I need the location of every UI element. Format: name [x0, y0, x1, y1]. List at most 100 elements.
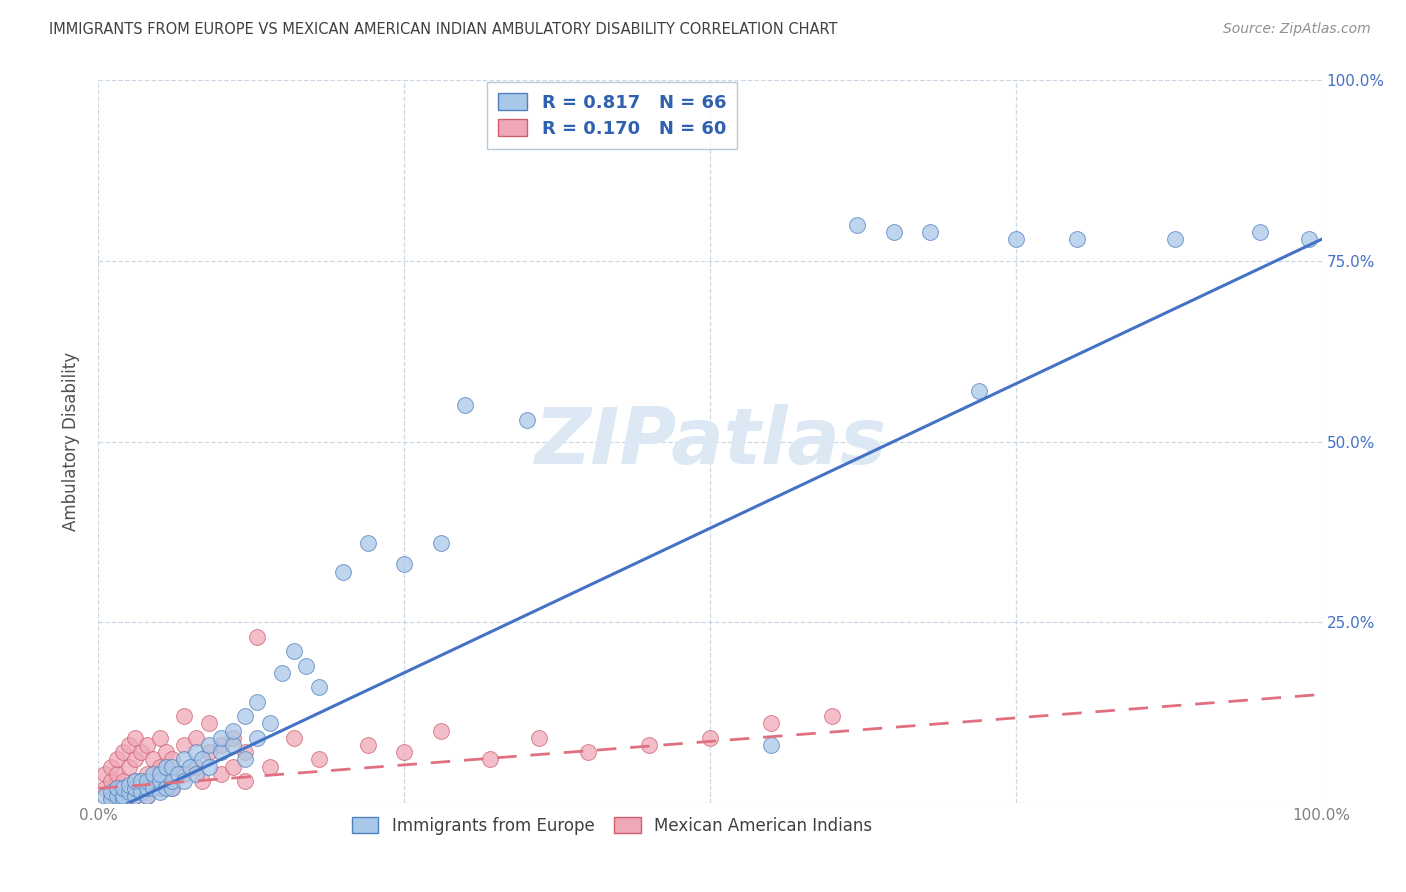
Text: ZIPatlas: ZIPatlas — [534, 403, 886, 480]
Point — [209, 738, 232, 752]
Point — [160, 760, 183, 774]
Point — [136, 789, 159, 803]
Point — [197, 745, 219, 759]
Point — [186, 767, 208, 781]
Point — [124, 731, 146, 745]
Point — [761, 716, 783, 731]
Text: IMMIGRANTS FROM EUROPE VS MEXICAN AMERICAN INDIAN AMBULATORY DISABILITY CORRELAT: IMMIGRANTS FROM EUROPE VS MEXICAN AMERIC… — [49, 22, 838, 37]
Point — [160, 781, 183, 796]
Point — [233, 709, 256, 723]
Point — [233, 752, 256, 766]
Y-axis label: Ambulatory Disability: Ambulatory Disability — [62, 352, 80, 531]
Point — [118, 738, 141, 752]
Point — [118, 760, 141, 774]
Point — [454, 398, 477, 412]
Point — [920, 225, 942, 239]
Point — [100, 792, 122, 806]
Point — [124, 781, 146, 796]
Point — [222, 760, 245, 774]
Point — [149, 760, 172, 774]
Point — [197, 716, 219, 731]
Point — [149, 767, 172, 781]
Point — [129, 745, 152, 759]
Point — [136, 767, 159, 781]
Point — [356, 738, 378, 752]
Point — [111, 789, 134, 803]
Point — [191, 774, 214, 789]
Point — [124, 774, 146, 789]
Point — [105, 752, 128, 766]
Point — [283, 731, 305, 745]
Point — [124, 789, 146, 803]
Point — [111, 781, 134, 796]
Point — [118, 781, 141, 796]
Point — [111, 774, 134, 789]
Point — [1164, 232, 1187, 246]
Point — [142, 752, 165, 766]
Point — [576, 745, 599, 759]
Point — [105, 781, 128, 796]
Point — [129, 785, 152, 799]
Point — [129, 781, 152, 796]
Point — [1250, 225, 1272, 239]
Point — [637, 738, 661, 752]
Point — [149, 731, 172, 745]
Point — [105, 767, 128, 781]
Point — [430, 723, 453, 738]
Point — [295, 658, 318, 673]
Point — [155, 781, 177, 796]
Point — [259, 716, 281, 731]
Point — [699, 731, 721, 745]
Point — [136, 774, 159, 789]
Point — [160, 752, 183, 766]
Point — [1004, 232, 1026, 246]
Point — [179, 760, 201, 774]
Point — [332, 565, 354, 579]
Point — [209, 767, 232, 781]
Point — [111, 792, 134, 806]
Point — [392, 558, 416, 572]
Point — [155, 745, 177, 759]
Point — [142, 774, 165, 789]
Point — [356, 535, 378, 549]
Point — [118, 778, 141, 792]
Point — [160, 781, 183, 796]
Point — [967, 384, 990, 398]
Point — [883, 225, 905, 239]
Point — [173, 709, 195, 723]
Point — [155, 760, 177, 774]
Point — [186, 760, 208, 774]
Point — [430, 535, 453, 549]
Point — [283, 644, 305, 658]
Point — [100, 774, 122, 789]
Point — [100, 789, 122, 803]
Point — [93, 789, 115, 803]
Point — [845, 218, 868, 232]
Text: Source: ZipAtlas.com: Source: ZipAtlas.com — [1223, 22, 1371, 37]
Point — [149, 774, 172, 789]
Point — [246, 731, 269, 745]
Point — [105, 789, 128, 803]
Point — [142, 767, 165, 781]
Point — [222, 723, 245, 738]
Point — [270, 665, 294, 680]
Point — [129, 774, 152, 789]
Point — [222, 738, 245, 752]
Point — [105, 781, 128, 796]
Legend: Immigrants from Europe, Mexican American Indians: Immigrants from Europe, Mexican American… — [342, 807, 883, 845]
Point — [197, 760, 219, 774]
Point — [209, 745, 232, 759]
Point — [149, 781, 172, 796]
Point — [136, 789, 159, 803]
Point — [246, 695, 269, 709]
Point — [478, 752, 501, 766]
Point — [308, 752, 330, 766]
Point — [246, 630, 269, 644]
Point — [197, 738, 219, 752]
Point — [142, 781, 165, 796]
Point — [191, 752, 214, 766]
Point — [124, 774, 146, 789]
Point — [173, 767, 195, 781]
Point — [160, 774, 183, 789]
Point — [821, 709, 844, 723]
